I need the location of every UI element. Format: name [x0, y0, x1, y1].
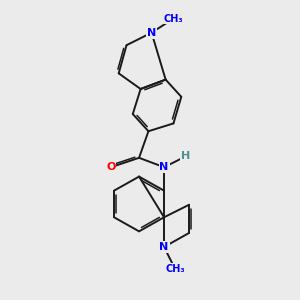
Text: CH₃: CH₃	[164, 14, 183, 24]
Text: O: O	[106, 162, 116, 172]
Text: N: N	[147, 28, 156, 38]
Text: N: N	[160, 242, 169, 252]
Text: H: H	[182, 151, 190, 161]
Text: CH₃: CH₃	[165, 264, 185, 274]
Text: N: N	[160, 162, 169, 172]
